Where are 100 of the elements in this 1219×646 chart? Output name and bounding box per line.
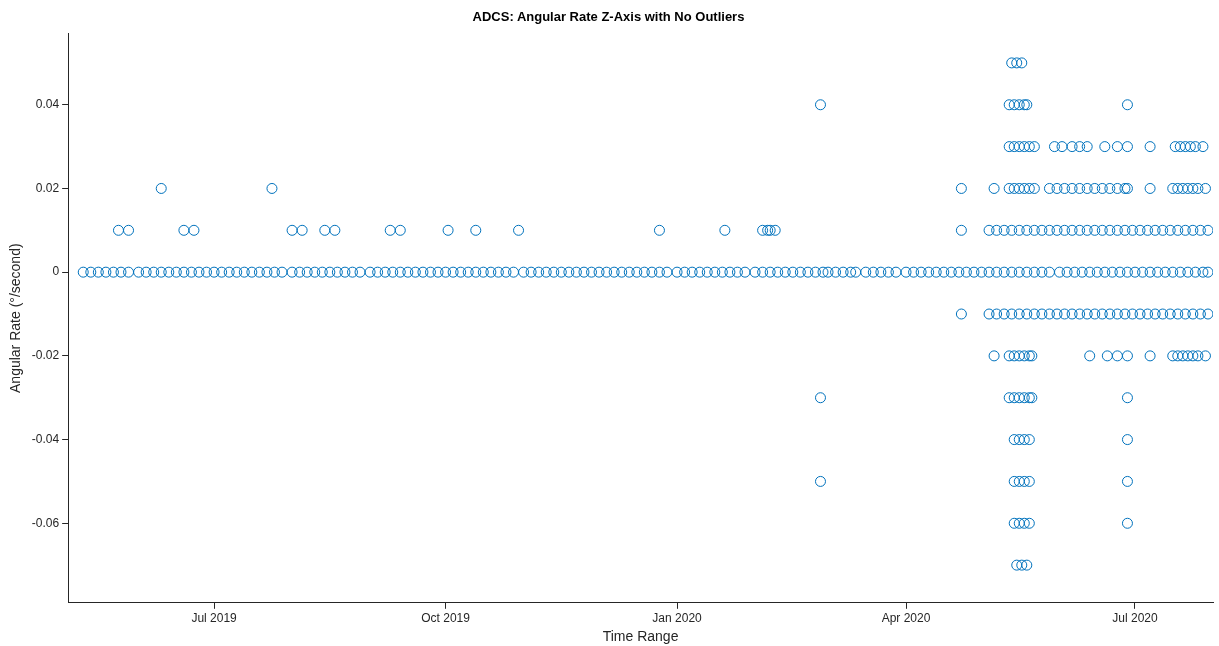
point: [1169, 141, 1181, 153]
point: [1018, 182, 1030, 194]
point: [1066, 308, 1078, 320]
point: [1008, 475, 1020, 487]
point: [653, 224, 665, 236]
y-tick-label: -0.06: [31, 515, 60, 530]
point: [1172, 224, 1184, 236]
point: [1192, 350, 1204, 362]
point: [1008, 99, 1020, 111]
point: [1023, 434, 1035, 446]
point: [1003, 350, 1015, 362]
point: [1016, 559, 1028, 571]
point: [814, 475, 826, 487]
y-tick-label: 0: [52, 264, 60, 279]
point: [1202, 308, 1213, 320]
point: [1111, 182, 1123, 194]
point: [1167, 350, 1179, 362]
x-tick-label: Jul 2019: [191, 611, 238, 626]
point: [1006, 224, 1018, 236]
point: [155, 182, 167, 194]
point: [1013, 224, 1025, 236]
point: [1096, 182, 1108, 194]
point: [1172, 308, 1184, 320]
point: [1111, 224, 1123, 236]
point: [1177, 182, 1189, 194]
point: [1013, 434, 1025, 446]
point: [814, 392, 826, 404]
y-tick-label: -0.04: [31, 431, 60, 446]
point: [1006, 308, 1018, 320]
point: [991, 224, 1003, 236]
point: [1187, 182, 1199, 194]
point: [1144, 141, 1156, 153]
point: [769, 224, 781, 236]
point: [296, 224, 308, 236]
point: [1121, 517, 1133, 529]
point: [1028, 182, 1040, 194]
point: [998, 308, 1010, 320]
point: [1036, 308, 1048, 320]
point: [1013, 350, 1025, 362]
point: [1142, 308, 1154, 320]
point: [988, 182, 1000, 194]
point: [1126, 224, 1138, 236]
point: [123, 224, 135, 236]
point: [1172, 182, 1184, 194]
point: [814, 99, 826, 111]
point: [998, 224, 1010, 236]
point: [1111, 141, 1123, 153]
point: [1013, 392, 1025, 404]
point: [1059, 182, 1071, 194]
point: [1059, 224, 1071, 236]
point: [1167, 182, 1179, 194]
point: [991, 308, 1003, 320]
point: [266, 182, 278, 194]
point: [1018, 434, 1030, 446]
point: [1164, 308, 1176, 320]
point: [513, 224, 525, 236]
point: [1051, 308, 1063, 320]
chart-title: ADCS: Angular Rate Z-Axis with No Outliers: [472, 9, 745, 25]
point: [1157, 224, 1169, 236]
point: [112, 224, 124, 236]
point: [1157, 308, 1169, 320]
point: [1051, 182, 1063, 194]
point: [1179, 308, 1191, 320]
point: [983, 224, 995, 236]
point: [1011, 559, 1023, 571]
point: [1111, 350, 1123, 362]
point: [442, 224, 454, 236]
point: [1056, 141, 1068, 153]
point: [1006, 57, 1018, 69]
point: [1121, 392, 1133, 404]
x-axis-title: Time Range: [602, 628, 679, 645]
point: [1121, 350, 1133, 362]
point: [1074, 308, 1086, 320]
point: [1099, 141, 1111, 153]
point: [1018, 350, 1030, 362]
y-tick-label: 0.02: [35, 180, 60, 195]
point: [188, 224, 200, 236]
point: [384, 224, 396, 236]
point: [1028, 224, 1040, 236]
point: [1066, 141, 1078, 153]
point: [1144, 182, 1156, 194]
point: [1021, 559, 1033, 571]
point: [1021, 224, 1033, 236]
point: [1104, 308, 1116, 320]
point: [1187, 308, 1199, 320]
point: [1081, 308, 1093, 320]
point: [1189, 141, 1201, 153]
point: [1184, 141, 1196, 153]
point: [1028, 141, 1040, 153]
point: [1101, 350, 1113, 362]
point: [1013, 308, 1025, 320]
point: [319, 224, 331, 236]
x-tick-label: Jan 2020: [652, 611, 703, 626]
point: [1149, 224, 1161, 236]
point: [1142, 224, 1154, 236]
point: [1197, 141, 1209, 153]
point: [1177, 350, 1189, 362]
point: [1081, 141, 1093, 153]
point: [1066, 182, 1078, 194]
point: [1089, 182, 1101, 194]
